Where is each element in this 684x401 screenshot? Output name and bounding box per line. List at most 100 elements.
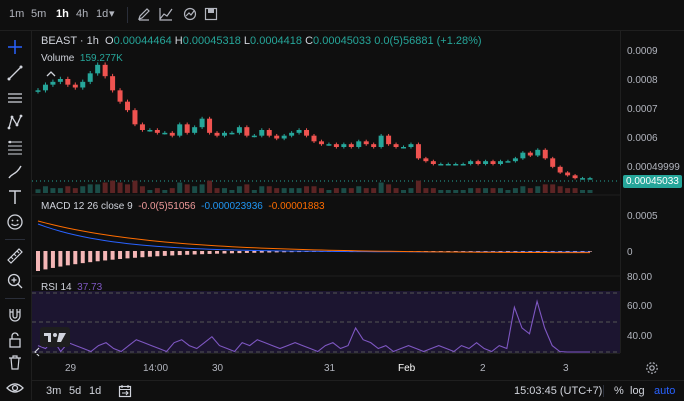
chart-canvas[interactable] <box>32 31 620 353</box>
macd-histogram-bar <box>289 251 294 253</box>
time-label: 29 <box>65 363 77 374</box>
volume-bar <box>57 188 63 193</box>
interval-4h[interactable]: 4h <box>76 8 89 20</box>
macd-line-value: -0.000023936 <box>201 201 263 212</box>
volume-bars <box>35 180 593 193</box>
candle-body <box>550 158 556 167</box>
volume-bar <box>445 190 451 193</box>
eye-icon[interactable] <box>6 379 24 397</box>
macd-histogram-bar <box>147 251 152 257</box>
volume-bar <box>497 188 503 193</box>
candle-body <box>177 124 183 136</box>
trash-icon[interactable] <box>6 353 24 371</box>
candle-body <box>147 130 153 132</box>
range-5d-button[interactable]: 5d <box>69 385 82 397</box>
candle-body <box>259 130 265 136</box>
interval-1h[interactable]: 1h <box>56 8 69 20</box>
compare-icon[interactable] <box>183 7 197 21</box>
chevron-down-icon[interactable]: ▾ <box>109 8 115 20</box>
settings-gear-icon[interactable] <box>645 361 659 375</box>
brush-icon[interactable] <box>6 163 24 181</box>
candle-body <box>393 144 399 147</box>
open-label: O <box>105 35 114 47</box>
low-label: L <box>243 35 251 47</box>
zoom-in-icon[interactable] <box>6 272 24 290</box>
fib-icon[interactable] <box>6 138 24 156</box>
macd-histogram-bar <box>132 251 137 258</box>
candle-body <box>475 161 481 164</box>
magnet-icon[interactable] <box>6 306 24 324</box>
macd-histogram-bar <box>207 251 212 254</box>
macd-histogram-bar <box>453 251 458 252</box>
range-1d-button[interactable]: 1d <box>89 385 102 397</box>
price-tick: 0.0009 <box>627 46 658 57</box>
candle-body <box>95 64 101 74</box>
ruler-icon[interactable] <box>6 247 24 265</box>
rsi-label[interactable]: RSI 14 <box>41 282 72 293</box>
log-toggle[interactable]: log <box>630 385 645 397</box>
symbol-label[interactable]: BEAST · 1h <box>41 35 99 47</box>
interval-1d[interactable]: 1d <box>96 8 109 20</box>
volume-bar <box>214 188 220 193</box>
volume-bar <box>281 188 287 193</box>
trend-line-icon[interactable] <box>6 64 24 82</box>
crosshair-icon[interactable] <box>6 38 24 56</box>
volume-bar <box>207 180 213 193</box>
macd-histogram-bar <box>431 251 436 252</box>
toolbar-divider <box>127 7 128 23</box>
macd-histogram-bar <box>162 251 167 256</box>
time-label: Feb <box>398 363 416 374</box>
percent-toggle[interactable]: % <box>614 385 624 397</box>
save-icon[interactable] <box>204 7 218 21</box>
collapse-chevron-icon[interactable] <box>45 69 57 79</box>
macd-histogram-bar <box>229 251 234 254</box>
candle-body <box>408 144 414 147</box>
candle-body <box>348 144 354 147</box>
time-label: 14:00 <box>143 363 169 374</box>
pencil-icon[interactable] <box>137 7 151 21</box>
macd-histogram-bar <box>73 251 78 265</box>
candle-body <box>110 76 116 91</box>
macd-label[interactable]: MACD 12 26 close 9 <box>41 201 133 212</box>
text-icon[interactable] <box>6 188 24 206</box>
macd-histogram-bar <box>573 251 578 252</box>
interval-1m[interactable]: 1m <box>9 8 25 20</box>
candle-body <box>289 132 295 136</box>
volume-value: 159.277K <box>79 53 123 64</box>
candle-body <box>453 164 459 166</box>
volume-bar <box>87 184 93 193</box>
price-tick: 0.0006 <box>627 133 658 144</box>
macd-histogram-bar <box>446 251 451 252</box>
rsi-tick: 40.00 <box>627 331 653 342</box>
lock-icon[interactable] <box>6 331 24 349</box>
rsi-tick: 60.00 <box>627 301 653 312</box>
indicators-icon[interactable] <box>159 7 173 21</box>
macd-histogram-bar <box>274 251 279 253</box>
volume-bar <box>65 186 71 193</box>
volume-bar <box>542 184 548 193</box>
rsi-legend: RSI 14 37.73 <box>41 282 102 293</box>
clock-timezone[interactable]: 15:03:45 (UTC+7) <box>514 385 603 397</box>
chevron-left-icon[interactable] <box>33 347 41 357</box>
horizontal-lines-icon[interactable] <box>6 89 24 107</box>
emoji-icon[interactable] <box>6 213 24 231</box>
pattern-icon[interactable] <box>6 113 24 131</box>
macd-histogram-bar <box>118 251 123 259</box>
volume-bar <box>221 188 227 193</box>
candle-body <box>356 141 362 147</box>
interval-5m[interactable]: 5m <box>31 8 47 20</box>
volume-bar <box>147 190 153 193</box>
macd-line <box>37 223 591 253</box>
macd-tick: 0 <box>627 247 633 258</box>
time-axis[interactable] <box>32 353 620 381</box>
price-axis[interactable]: 0.0009 0.0008 0.0007 0.0006 0.00049999 0… <box>620 31 684 374</box>
tool-divider <box>5 298 25 299</box>
auto-toggle[interactable]: auto <box>654 385 676 397</box>
calendar-range-icon[interactable] <box>118 384 132 398</box>
candle-body <box>438 164 444 166</box>
macd-histogram-bar <box>177 251 182 256</box>
volume-bar <box>266 186 272 193</box>
chart-area[interactable]: BEAST · 1h O0.00044464 H0.00045318 L0.00… <box>32 31 620 357</box>
range-3m-button[interactable]: 3m <box>46 385 62 397</box>
volume-legend: Volume 159.277K <box>41 53 123 64</box>
